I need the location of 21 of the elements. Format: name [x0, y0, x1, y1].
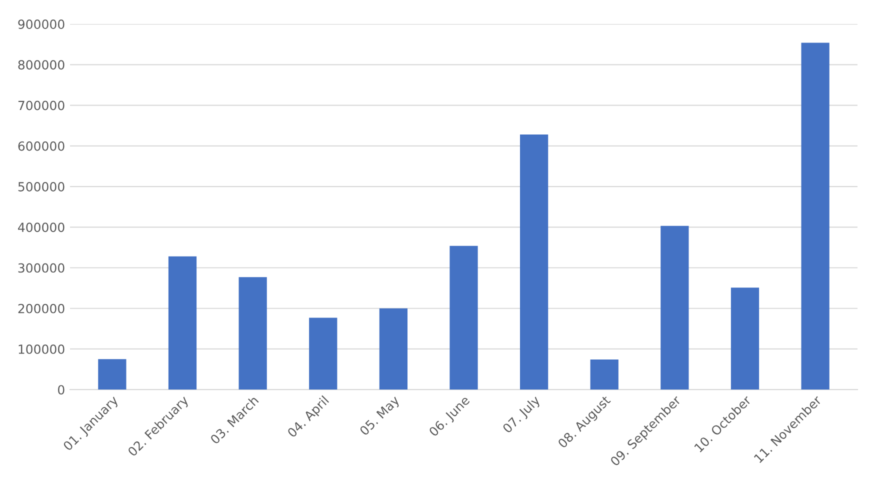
- y-tick-label: 400000: [18, 222, 64, 232]
- bar: [238, 277, 267, 390]
- y-tick-label: 700000: [18, 100, 64, 110]
- bar: [98, 359, 126, 390]
- y-tick-label: 200000: [18, 304, 64, 314]
- bar: [801, 42, 830, 390]
- y-tick-label: 300000: [18, 263, 64, 273]
- y-tick-label: 500000: [18, 182, 64, 192]
- bar: [450, 246, 478, 390]
- y-tick-label: 0: [58, 385, 64, 395]
- bar: [590, 360, 618, 390]
- bar: [309, 318, 338, 390]
- bar: [379, 308, 408, 390]
- y-tick-label: 900000: [18, 20, 64, 29]
- bar: [168, 256, 197, 390]
- bar: [730, 288, 760, 390]
- y-tick-label: 600000: [18, 141, 64, 151]
- y-tick-label: 100000: [18, 344, 64, 354]
- bar: [660, 226, 689, 390]
- y-tick-label: 800000: [18, 60, 64, 70]
- bar: [520, 134, 548, 390]
